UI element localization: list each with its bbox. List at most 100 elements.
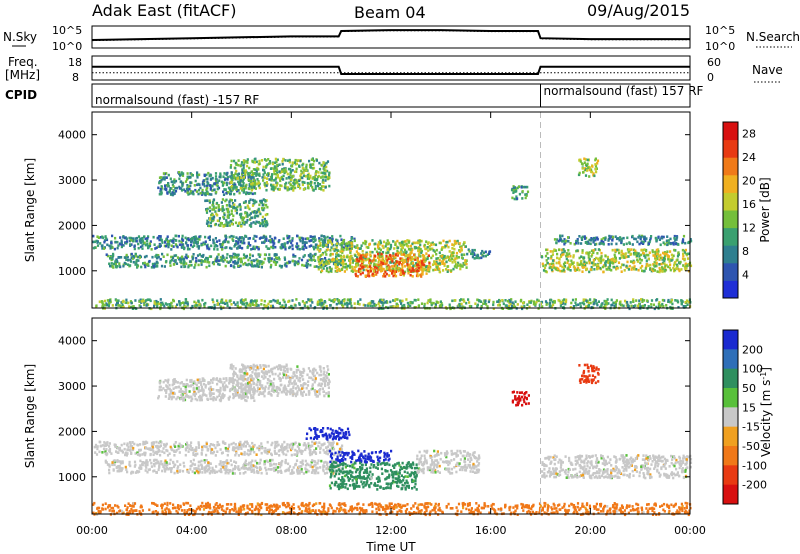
range-gate-cell: [151, 262, 154, 266]
range-gate-cell: [575, 239, 578, 243]
range-gate-cell: [339, 234, 342, 238]
range-gate-cell: [158, 445, 161, 448]
range-gate-cell: [132, 255, 135, 258]
range-gate-cell: [282, 298, 285, 302]
range-gate-cell: [163, 178, 166, 181]
range-gate-cell: [687, 252, 690, 256]
range-gate-cell: [415, 246, 418, 250]
range-gate-cell: [116, 451, 119, 454]
range-gate-cell: [420, 260, 423, 263]
range-gate-cell: [509, 302, 512, 306]
range-gate-cell: [237, 159, 240, 162]
range-gate-cell: [326, 445, 330, 449]
range-gate-cell: [339, 259, 343, 263]
range-gate-cell: [379, 266, 382, 270]
range-gate-cell: [234, 185, 237, 188]
range-gate-cell: [594, 243, 597, 246]
range-gate-cell: [459, 250, 462, 253]
range-gate-cell: [153, 301, 156, 304]
range-gate-cell: [271, 173, 274, 176]
range-gate-cell: [228, 300, 231, 303]
range-gate-cell: [197, 259, 200, 262]
range-gate-cell: [661, 270, 664, 273]
range-gate-cell: [274, 178, 277, 181]
range-gate-cell: [618, 302, 621, 306]
range-gate-cell: [276, 171, 279, 174]
range-gate-cell: [169, 239, 172, 242]
range-gate-cell: [228, 200, 231, 203]
range-gate-cell: [305, 246, 308, 249]
range-gate-cell: [267, 259, 270, 262]
range-gate-cell: [224, 446, 227, 450]
range-gate-cell: [124, 262, 127, 266]
range-gate-cell: [129, 448, 132, 451]
range-gate-cell: [597, 257, 600, 261]
range-gate-cell: [179, 445, 182, 449]
range-gate-cell: [326, 267, 329, 270]
range-gate-cell: [293, 183, 296, 186]
range-gate-cell: [333, 298, 337, 302]
range-gate-cell: [252, 176, 255, 179]
range-gate-cell: [273, 253, 277, 257]
range-gate-cell: [232, 239, 235, 242]
range-gate-cell: [156, 302, 159, 306]
range-gate-cell: [334, 270, 337, 273]
range-gate-cell: [324, 186, 327, 189]
range-gate-cell: [602, 270, 605, 274]
range-gate-cell: [639, 261, 642, 265]
range-gate-cell: [189, 445, 192, 448]
range-gate-cell: [101, 305, 104, 308]
range-gate-cell: [425, 240, 428, 243]
range-gate-cell: [232, 204, 235, 208]
range-gate-cell: [263, 206, 266, 210]
range-gate-cell: [286, 236, 289, 240]
range-gate-cell: [177, 444, 180, 448]
range-gate-cell: [674, 261, 677, 264]
range-gate-cell: [201, 298, 204, 302]
range-gate-cell: [272, 244, 275, 247]
range-gate-cell: [599, 305, 602, 309]
range-gate-cell: [211, 203, 214, 207]
range-gate-cell: [443, 262, 446, 265]
range-gate-cell: [143, 261, 146, 265]
range-gate-cell: [588, 270, 591, 274]
range-gate-cell: [294, 181, 297, 185]
range-gate-cell: [265, 184, 268, 187]
range-gate-cell: [575, 303, 578, 307]
range-gate-cell: [257, 304, 260, 307]
range-gate-cell: [219, 256, 222, 259]
range-gate-cell: [121, 449, 124, 453]
range-gate-cell: [270, 259, 273, 262]
range-gate-cell: [659, 243, 662, 247]
range-gate-cell: [597, 248, 600, 251]
range-gate-cell: [180, 240, 183, 244]
range-gate-cell: [236, 446, 239, 449]
range-gate-cell: [599, 261, 602, 265]
range-gate-cell: [325, 253, 328, 256]
range-gate-cell: [348, 302, 351, 305]
range-gate-cell: [369, 301, 372, 305]
range-gate-cell: [309, 163, 312, 166]
range-gate-cell: [211, 200, 215, 204]
range-gate-cell: [411, 267, 414, 271]
range-gate-cell: [349, 247, 352, 250]
range-gate-cell: [117, 244, 120, 247]
range-gate-cell: [478, 299, 481, 303]
range-gate-cell: [131, 448, 135, 452]
range-gate-cell: [250, 185, 253, 188]
range-gate-cell: [369, 269, 372, 273]
range-gate-cell: [193, 244, 196, 247]
range-gate-cell: [389, 300, 392, 304]
range-gate-cell: [664, 254, 667, 258]
range-gate-cell: [94, 451, 97, 454]
range-gate-cell: [328, 171, 331, 175]
range-gate-cell: [260, 159, 264, 162]
range-gate-cell: [446, 270, 449, 273]
range-gate-cell: [357, 259, 360, 263]
range-gate-cell: [604, 238, 607, 241]
range-gate-cell: [185, 262, 188, 265]
range-gate-cell: [663, 242, 666, 246]
range-gate-cell: [331, 252, 334, 256]
range-gate-cell: [222, 190, 225, 194]
range-gate-cell: [193, 184, 196, 187]
